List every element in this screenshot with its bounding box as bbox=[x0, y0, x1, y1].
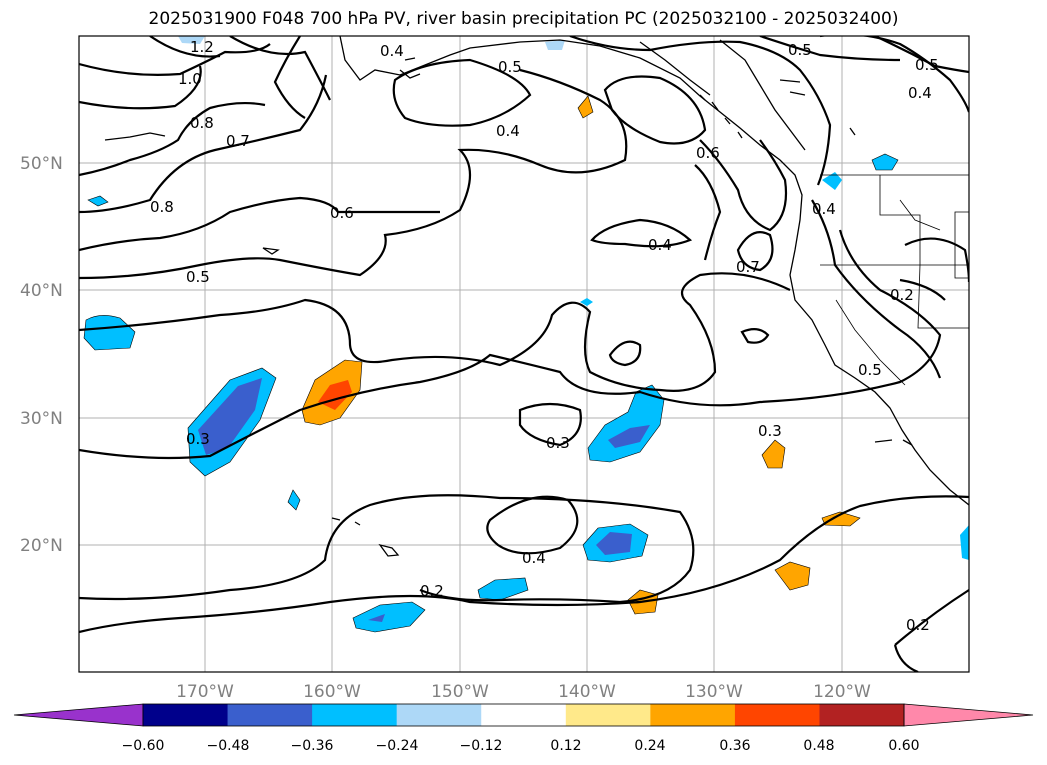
colorbar-tick: −0.48 bbox=[207, 738, 250, 754]
contour-label: 0.2 bbox=[420, 582, 444, 600]
colorbar-tick: 0.36 bbox=[719, 738, 750, 754]
contour-label: 0.5 bbox=[915, 56, 939, 74]
colorbar-segment bbox=[481, 704, 567, 726]
colorbar bbox=[13, 703, 1034, 727]
colorbar-segment bbox=[312, 704, 398, 726]
contour-label: 1.0 bbox=[178, 70, 202, 88]
contour-label: 0.4 bbox=[380, 42, 404, 60]
colorbar-segment bbox=[227, 704, 313, 726]
contour-labels: 1.2 1.0 0.8 0.7 0.8 0.6 0.5 0.5 0.4 0.4 … bbox=[150, 38, 939, 634]
contour-label: 0.8 bbox=[190, 114, 214, 132]
colorbar-tick: 0.48 bbox=[803, 738, 834, 754]
contour-label: 0.3 bbox=[758, 422, 782, 440]
contour-label: 0.2 bbox=[906, 616, 930, 634]
map-frame bbox=[78, 35, 970, 673]
lat-label: 30°N bbox=[20, 409, 63, 429]
lon-label: 170°W bbox=[176, 682, 234, 702]
lon-label: 120°W bbox=[813, 682, 871, 702]
colorbar-segment bbox=[819, 704, 905, 726]
colorbar-segment bbox=[143, 704, 229, 726]
neg-anomaly-west bbox=[83, 315, 136, 351]
colorbar-tick: 0.60 bbox=[888, 738, 919, 754]
lat-label: 20°N bbox=[20, 536, 63, 556]
contour-label: 0.8 bbox=[150, 198, 174, 216]
contour-label: 0.6 bbox=[330, 204, 354, 222]
contour-label: 0.4 bbox=[908, 84, 932, 102]
latitude-labels: 50°N 40°N 30°N 20°N bbox=[20, 154, 63, 556]
contour-label: 0.5 bbox=[788, 41, 812, 59]
colorbar-ticks: −0.60 −0.48 −0.36 −0.24 −0.12 0.12 0.24 … bbox=[122, 738, 920, 754]
contour-label: 0.5 bbox=[186, 268, 210, 286]
colorbar-tick: −0.24 bbox=[376, 738, 419, 754]
contour-label: 0.5 bbox=[498, 58, 522, 76]
colorbar-extend-min bbox=[13, 703, 144, 727]
contour-label: 0.3 bbox=[186, 430, 210, 448]
political-borders bbox=[820, 174, 969, 386]
colorbar-tick: −0.36 bbox=[291, 738, 334, 754]
colorbar-segment bbox=[650, 704, 736, 726]
contour-label: 0.4 bbox=[522, 549, 546, 567]
precip-pc-fill bbox=[83, 36, 969, 633]
colorbar-tick: −0.12 bbox=[460, 738, 503, 754]
lon-label: 150°W bbox=[431, 682, 489, 702]
lon-label: 130°W bbox=[685, 682, 743, 702]
colorbar-outline bbox=[142, 703, 905, 727]
lat-label: 40°N bbox=[20, 281, 63, 301]
contour-label: 0.7 bbox=[226, 132, 250, 150]
lat-label: 50°N bbox=[20, 154, 63, 174]
colorbar-segment bbox=[734, 704, 820, 726]
map-panel: 1.2 1.0 0.8 0.7 0.8 0.6 0.5 0.5 0.4 0.4 … bbox=[79, 36, 969, 672]
colorbar-tick: 0.24 bbox=[634, 738, 665, 754]
contour-label: 0.4 bbox=[496, 122, 520, 140]
contour-label: 0.4 bbox=[648, 236, 672, 254]
colorbar-tick: 0.12 bbox=[550, 738, 581, 754]
coastlines bbox=[104, 36, 969, 557]
pv-contours bbox=[79, 36, 969, 672]
colorbar-segment bbox=[396, 704, 482, 726]
colorbar-extend-max bbox=[903, 703, 1034, 727]
longitude-labels: 170°W 160°W 150°W 140°W 130°W 120°W bbox=[176, 682, 871, 702]
colorbar-tick: −0.60 bbox=[122, 738, 165, 754]
contour-label: 0.5 bbox=[858, 361, 882, 379]
chart-title: 2025031900 F048 700 hPa PV, river basin … bbox=[148, 9, 899, 29]
lon-label: 140°W bbox=[558, 682, 616, 702]
contour-label: 1.2 bbox=[190, 38, 214, 56]
colorbar-segment bbox=[565, 704, 651, 726]
contour-label: 0.6 bbox=[696, 144, 720, 162]
contour-label: 0.3 bbox=[546, 434, 570, 452]
lon-label: 160°W bbox=[303, 682, 361, 702]
contour-label: 0.7 bbox=[736, 258, 760, 276]
contour-label: 0.4 bbox=[812, 200, 836, 218]
contour-label: 0.2 bbox=[890, 286, 914, 304]
